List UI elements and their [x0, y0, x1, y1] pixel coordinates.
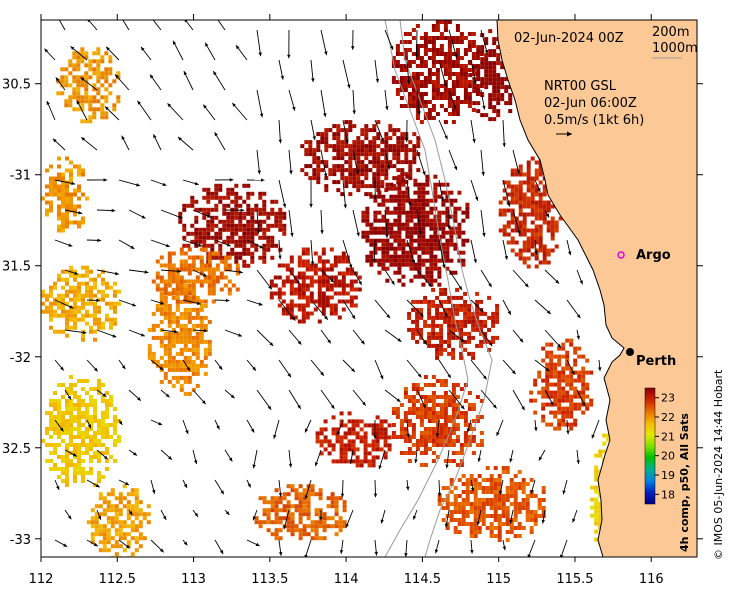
- colorbar-ramp: [645, 388, 655, 504]
- credit-text: © IMOS 05-Jun-2024 14:44 Hobart: [712, 370, 725, 560]
- colorbar-tick-label: 18: [661, 488, 675, 501]
- colorbar-tick-label: 21: [661, 430, 675, 443]
- x-tick-label: 113: [181, 572, 206, 587]
- depth-legend-200m: 200m: [652, 25, 689, 40]
- perth-label: Perth: [636, 354, 676, 369]
- current-time-label: 02-Jun 06:00Z: [544, 96, 637, 111]
- x-tick-label: 114: [334, 572, 359, 587]
- y-tick-label: -33: [10, 533, 31, 548]
- depth-legend-1000m: 1000m: [652, 41, 698, 56]
- x-tick-label: 112: [29, 572, 54, 587]
- x-tick-label: 113.5: [251, 572, 288, 587]
- x-tick-label: 112.5: [99, 572, 136, 587]
- current-scale-label: 0.5m/s (1kt 6h): [544, 113, 644, 128]
- y-tick-label: -32: [10, 351, 31, 366]
- x-tick-label: 115: [486, 572, 511, 587]
- colorbar-title: 4h comp, p50, All Sats: [678, 413, 691, 552]
- x-tick-label: 116: [639, 572, 664, 587]
- perth-marker: [626, 348, 634, 356]
- y-tick-label: 30.5: [2, 78, 31, 93]
- y-tick-label: 31.5: [2, 260, 31, 275]
- colorbar-tick-label: 22: [661, 411, 675, 424]
- x-tick-label: 114.5: [404, 572, 441, 587]
- y-tick-label: -31: [10, 169, 31, 184]
- current-product-label: NRT00 GSL: [544, 79, 617, 94]
- date-label: 02-Jun-2024 00Z: [514, 31, 624, 46]
- colorbar-tick-label: 19: [661, 469, 675, 482]
- colorbar-tick-label: 20: [661, 450, 675, 463]
- x-tick-label: 115.5: [556, 572, 593, 587]
- argo-label: Argo: [636, 248, 671, 263]
- colorbar-tick-label: 23: [661, 392, 675, 405]
- y-tick-label: 32.5: [2, 442, 31, 457]
